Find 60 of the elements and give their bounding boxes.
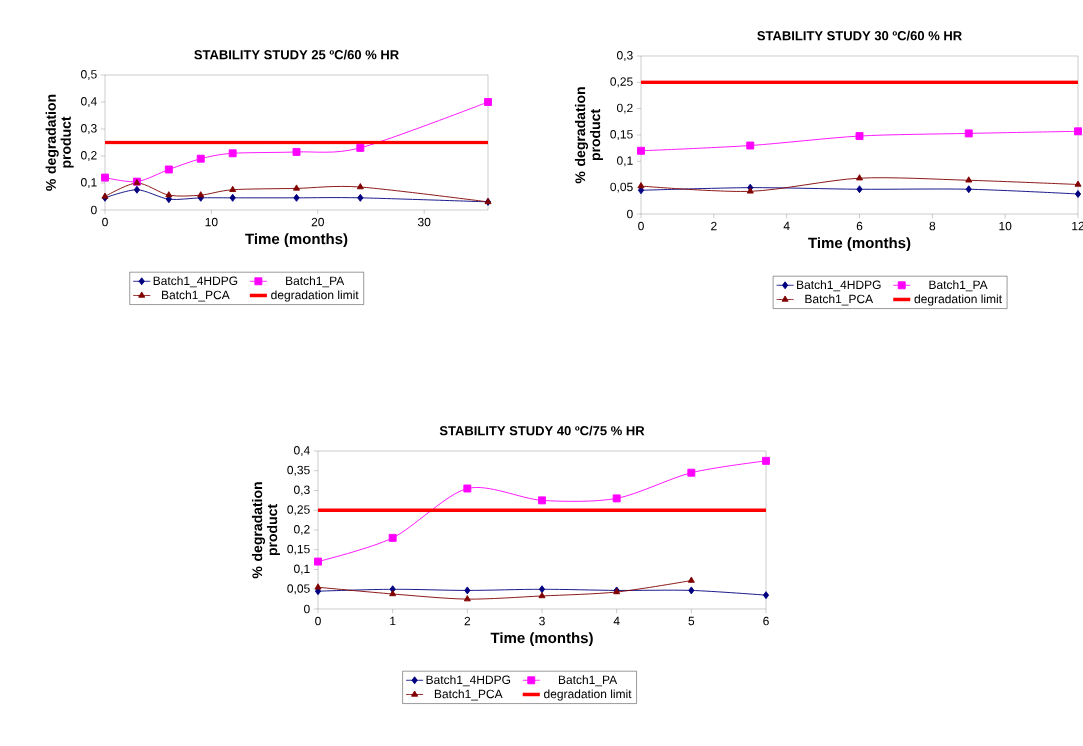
x-tick-label: 3 (539, 616, 545, 626)
x-tick-label: 6 (763, 616, 769, 626)
y-tick-label: 0,25 (287, 505, 310, 516)
x-axis-title: Time (months) (808, 237, 911, 252)
y-axis-title: % degradation product (45, 94, 74, 191)
x-tick-label: 2 (464, 616, 471, 626)
legend-label: Batch1_4HDPG (797, 280, 881, 292)
chart-title: STABILITY STUDY 25 ºC/60 % HR (194, 49, 399, 60)
y-axis-title: % degradation product (574, 87, 603, 184)
chart-title: STABILITY STUDY 40 ºC/75 % HR (439, 425, 645, 436)
y-tick-label: 0,15 (610, 130, 633, 140)
y-tick-label: 0,2 (294, 525, 310, 535)
y-tick-label: 0 (304, 604, 310, 614)
y-tick-label: 0,5 (81, 70, 97, 80)
y-tick-label: 0,3 (294, 485, 310, 496)
x-tick-label: 30 (417, 217, 431, 227)
x-tick-label: 8 (929, 221, 936, 231)
legend-label: Batch1_PA (286, 276, 345, 288)
y-tick-label: 0,4 (294, 446, 310, 456)
legend-label: Batch1_PA (558, 675, 618, 687)
x-tick-label: 4 (783, 221, 790, 231)
y-tick-label: 0,05 (287, 584, 310, 595)
x-tick-label: 0 (638, 221, 644, 231)
y-tick-label: 0,1 (617, 156, 633, 167)
x-axis-title: Time (months) (245, 233, 348, 248)
y-tick-label: 0 (91, 205, 97, 215)
y-tick-label: 0,05 (610, 182, 633, 193)
x-axis-title: Time (months) (490, 632, 593, 647)
x-tick-label: 4 (613, 616, 620, 626)
legend-label: degradation limit (914, 294, 1002, 306)
x-tick-label: 0 (102, 217, 108, 227)
legend-label: Batch1_PCA (162, 290, 230, 302)
x-tick-label: 20 (311, 217, 324, 227)
y-tick-label: 0,35 (287, 465, 310, 476)
x-tick-label: 1 (390, 616, 396, 626)
x-tick-label: 6 (856, 221, 863, 231)
x-tick-label: 5 (688, 616, 695, 626)
y-tick-label: 0,1 (81, 178, 97, 188)
y-tick-label: 0,25 (610, 77, 633, 88)
y-tick-label: 0,15 (287, 544, 310, 555)
x-tick-label: 0 (315, 616, 321, 626)
legend-label: Batch1_4HDPG (153, 276, 238, 288)
y-tick-label: 0,1 (294, 564, 310, 575)
legend-label: Batch1_4HDPG (426, 675, 511, 687)
legend-label: degradation limit (271, 290, 359, 302)
legend-label: degradation limit (544, 689, 632, 701)
y-tick-label: 0,4 (81, 97, 97, 107)
y-axis-title: % degradation product (251, 482, 280, 579)
legend-label: Batch1_PCA (805, 294, 874, 306)
chart-title: STABILITY STUDY 30 ºC/60 % HR (757, 30, 962, 41)
y-tick-label: 0,3 (81, 124, 97, 134)
y-tick-label: 0 (627, 209, 633, 219)
x-tick-label: 10 (205, 217, 218, 227)
x-tick-label: 10 (999, 221, 1012, 231)
y-tick-label: 0,2 (81, 151, 97, 161)
y-tick-label: 0,3 (617, 51, 633, 61)
y-tick-label: 0,2 (617, 103, 633, 114)
x-tick-label: 2 (711, 221, 717, 231)
legend-label: Batch1_PCA (434, 689, 503, 701)
legend-label: Batch1_PA (929, 280, 988, 292)
